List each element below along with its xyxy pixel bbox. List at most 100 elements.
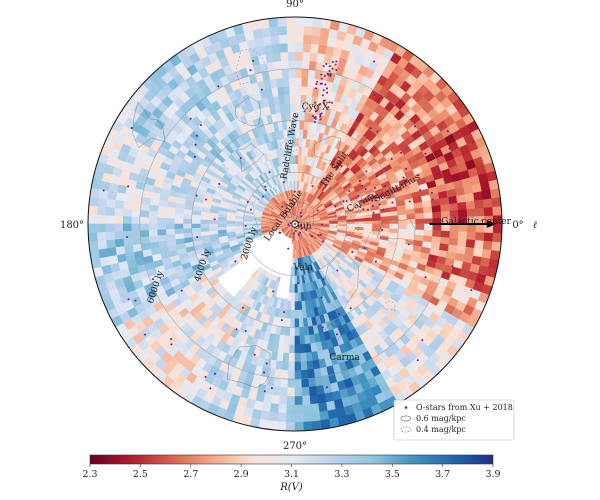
region-annotation: Vela <box>292 263 313 273</box>
heat-cell <box>122 223 132 232</box>
heat-cell <box>271 43 281 54</box>
o-star-marker <box>430 191 433 194</box>
heat-cell <box>440 230 451 238</box>
heat-cell <box>276 421 287 431</box>
heat-cell <box>302 42 312 53</box>
heat-cell <box>156 217 167 225</box>
heat-cell <box>308 60 317 71</box>
heat-cell <box>286 25 296 35</box>
o-star-marker <box>361 184 364 187</box>
heat-cell <box>301 369 309 380</box>
heat-cell <box>492 205 502 216</box>
heat-cell <box>294 370 303 380</box>
heat-cell <box>423 229 434 237</box>
heat-cell <box>122 201 133 211</box>
o-star-marker <box>320 77 323 80</box>
o-star-marker <box>437 172 440 175</box>
heat-cell <box>423 211 434 219</box>
o-star-marker <box>348 189 351 192</box>
heat-cell <box>287 51 296 61</box>
o-star-marker <box>328 101 331 104</box>
o-star-marker <box>451 265 454 268</box>
heat-cell <box>294 25 304 35</box>
o-star-marker <box>235 328 238 331</box>
longitude-tick-label: 270° <box>283 441 307 452</box>
o-star-marker <box>196 236 199 239</box>
heat-cell <box>302 34 312 44</box>
heat-cell <box>139 210 150 218</box>
o-star-marker <box>358 180 361 183</box>
heat-cell <box>113 215 123 225</box>
heat-cell <box>309 43 319 54</box>
heat-cell <box>294 309 300 320</box>
heat-cell <box>275 360 284 371</box>
o-star-marker <box>244 224 247 227</box>
o-star-marker <box>170 338 173 341</box>
heat-cell <box>139 230 150 238</box>
heat-cell <box>294 318 300 328</box>
heat-cell <box>301 51 311 62</box>
heat-cell <box>294 154 299 164</box>
o-star-marker <box>263 371 266 374</box>
o-star-marker <box>314 115 317 118</box>
heat-cell <box>148 210 158 219</box>
heat-cell <box>284 326 291 337</box>
o-star-marker <box>470 289 473 292</box>
heat-cell <box>302 404 312 414</box>
heat-cell <box>199 215 210 221</box>
o-star-marker <box>322 278 325 281</box>
o-star-marker <box>195 194 198 197</box>
heat-cell <box>285 17 296 27</box>
o-star-marker <box>297 233 300 236</box>
o-star-marker <box>324 83 327 86</box>
heat-cell <box>277 412 288 423</box>
o-star-marker <box>272 290 275 293</box>
colorbar-tick-label: 3.9 <box>485 469 500 480</box>
heat-cell <box>267 420 279 431</box>
heat-cell <box>294 421 305 431</box>
heat-cell <box>289 335 296 346</box>
legend-entry-label: 0.4 mag/kpc <box>416 425 466 434</box>
heat-cell <box>290 301 296 311</box>
o-star-marker <box>334 63 337 66</box>
o-star-marker <box>345 200 348 203</box>
o-star-marker <box>322 65 325 68</box>
o-star-marker <box>431 198 434 201</box>
o-star-marker <box>299 211 302 214</box>
heat-cell <box>287 59 296 70</box>
heat-cell <box>191 214 201 221</box>
heat-cell <box>287 378 296 389</box>
heat-cell <box>96 215 106 225</box>
heat-cell <box>281 369 289 380</box>
heat-cell <box>311 17 323 28</box>
o-star-marker <box>263 390 266 393</box>
heat-cell <box>268 411 279 422</box>
heat-cell <box>114 238 125 248</box>
heat-cell <box>280 378 289 389</box>
heat-cell <box>277 343 285 354</box>
heat-cell <box>431 235 442 244</box>
o-star-marker <box>414 125 417 128</box>
heat-cell <box>300 352 308 363</box>
heat-cell <box>491 196 502 208</box>
o-star-marker <box>287 247 290 250</box>
o-star-marker <box>209 387 212 390</box>
heat-cell <box>294 361 302 371</box>
o-star-marker <box>331 60 334 63</box>
heat-cell <box>310 403 321 414</box>
heat-cell <box>491 240 502 252</box>
heat-cell <box>122 208 133 218</box>
heat-cell <box>294 77 302 87</box>
heat-cell <box>294 42 304 52</box>
heat-cell <box>284 335 291 345</box>
o-star-marker <box>326 72 329 75</box>
o-star-marker <box>246 200 249 203</box>
o-star-marker <box>325 386 328 389</box>
heat-cell <box>88 205 98 216</box>
heat-cell <box>456 245 467 255</box>
colorbar-tick-label: 2.3 <box>82 469 97 480</box>
o-star-marker <box>329 73 332 76</box>
o-star-marker <box>328 65 331 68</box>
heat-cell <box>269 403 280 414</box>
o-star-marker <box>421 339 424 342</box>
